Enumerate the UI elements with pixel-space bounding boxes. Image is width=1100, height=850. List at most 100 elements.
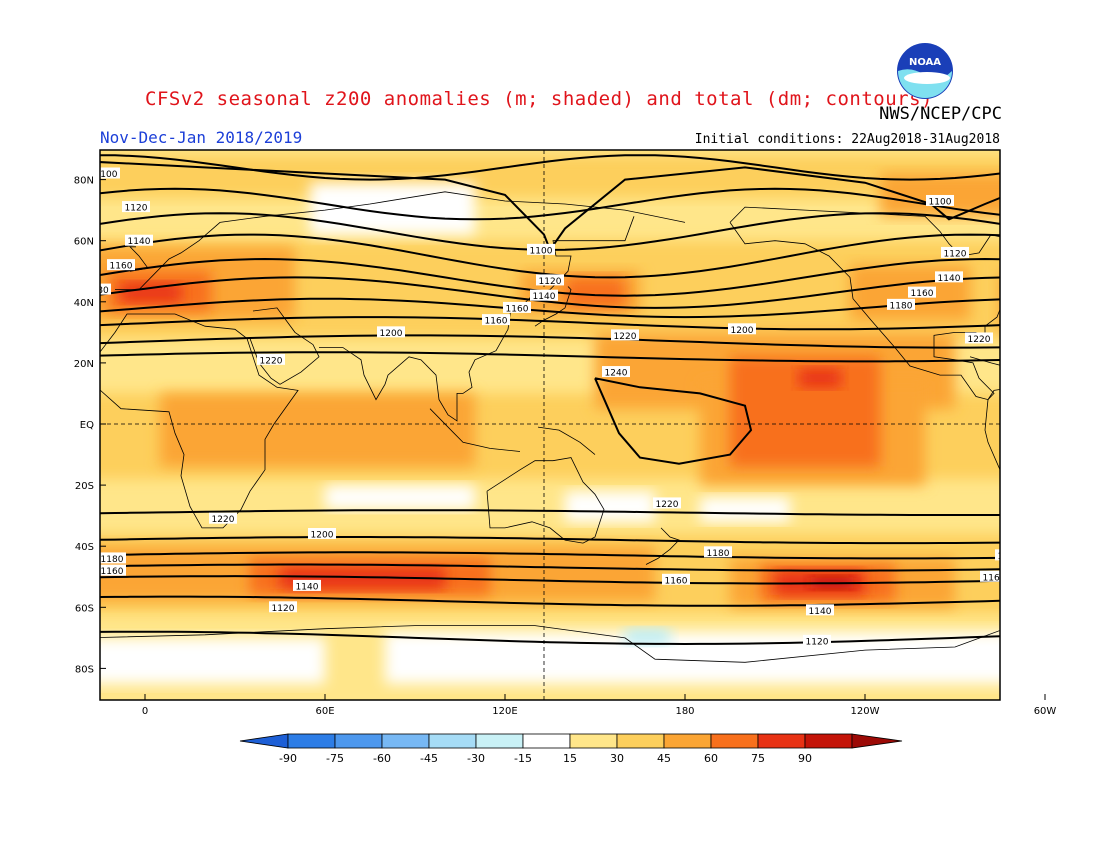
contour-label-bg <box>125 234 153 246</box>
lat-label: 60S <box>75 603 94 614</box>
lon-label: 120E <box>492 706 517 717</box>
contour-label: 1100 <box>929 197 952 207</box>
contour-label-bg <box>530 289 558 301</box>
height-contour <box>100 233 1000 279</box>
height-contour <box>100 630 1000 646</box>
contour-label: 1240 <box>605 369 628 379</box>
colorbar-label: 45 <box>657 752 671 765</box>
contour-label: 1160 <box>911 289 934 299</box>
lat-label: 80N <box>74 176 94 187</box>
contour-label: 1140 <box>809 607 832 617</box>
colorbar-segment <box>475 733 524 749</box>
colorbar-segment <box>804 733 853 749</box>
anomaly-region <box>880 173 1000 217</box>
colorbar-label: -75 <box>326 752 344 765</box>
lat-label: 20S <box>75 481 94 492</box>
colorbar-segment <box>381 733 430 749</box>
colorbar-label: 30 <box>610 752 624 765</box>
lat-label: 40S <box>75 542 94 553</box>
height-contours <box>100 154 1000 646</box>
forecast-period: Nov-Dec-Jan 2018/2019 <box>100 128 303 147</box>
contour-label: 1180 <box>101 555 124 565</box>
coastline <box>100 313 299 529</box>
colorbar-label: -45 <box>420 752 438 765</box>
contour-label: 1160 <box>506 304 529 314</box>
coastline <box>984 389 1000 578</box>
contour-label: 1140 <box>938 274 961 284</box>
height-contour <box>100 595 1000 607</box>
contour-label-bg <box>965 332 993 344</box>
contour-label-bg <box>536 274 564 286</box>
anomaly-region <box>1015 277 1060 320</box>
lon-label: 120W <box>851 706 880 717</box>
colorbar-label: -15 <box>514 752 532 765</box>
latitude-axis: 80N 60N 40N 20N EQ 20S 40S 60S 80S <box>74 176 106 675</box>
coastline <box>100 640 101 642</box>
contour-label-bg <box>995 549 1000 561</box>
contour-label-bg <box>527 243 555 255</box>
contour-label-bg <box>803 634 831 646</box>
anomaly-region <box>799 369 841 388</box>
contour-label: 1200 <box>1073 311 1096 321</box>
contour-label: 1160 <box>485 317 508 327</box>
map-title: CFSv2 seasonal z200 anomalies (m; shaded… <box>145 88 933 110</box>
coastline <box>645 527 680 565</box>
colorbar-segment <box>710 733 759 749</box>
colorbar-segment <box>663 733 712 749</box>
contour-label-bg <box>926 194 954 206</box>
contour-label: 1180 <box>707 549 730 559</box>
height-contour <box>100 351 1000 363</box>
contour-label: 1100 <box>95 170 118 180</box>
colorbar-segment <box>616 733 665 749</box>
height-contour <box>100 536 1000 545</box>
anomaly-region <box>565 491 655 522</box>
colorbar-segment <box>522 733 571 749</box>
anomaly-region <box>1015 235 1045 259</box>
contour-label-bg <box>107 259 135 271</box>
lon-label: 180 <box>675 706 694 717</box>
contour-label: 1200 <box>311 530 334 540</box>
lat-label: 60N <box>74 237 94 248</box>
coastline <box>0 170 85 240</box>
colorbar-segment <box>569 733 618 749</box>
height-contour <box>100 212 1000 251</box>
coastline <box>319 216 635 422</box>
contour-label-bg <box>728 323 756 335</box>
anomaly-region <box>565 277 625 308</box>
contour-label-bg <box>887 298 915 310</box>
anomaly-region <box>121 283 181 302</box>
contour-label-bg <box>1070 308 1098 319</box>
contour-label-bg <box>602 366 630 378</box>
contour-label-bg <box>1010 534 1038 545</box>
coastline <box>429 408 521 452</box>
height-contour <box>100 187 1000 221</box>
contour-label-bg <box>704 546 732 558</box>
contour-label-bg <box>100 167 120 179</box>
colorbar-segment <box>757 733 806 749</box>
height-contour <box>100 551 1000 560</box>
contour-label-bg <box>980 570 1000 582</box>
contour-label-bg <box>908 286 936 298</box>
contour-label: 1120 <box>125 204 148 214</box>
colorbar-label: 75 <box>751 752 765 765</box>
contour-label: 1120 <box>944 249 967 259</box>
colorbar-arrow-left <box>239 733 289 749</box>
colorbar-label: -90 <box>279 752 297 765</box>
contour-label: 1120 <box>806 637 829 647</box>
contour-label: 1140 <box>128 237 151 247</box>
colorbar-segment <box>287 733 336 749</box>
contour-label-bg <box>482 314 510 326</box>
coastline <box>537 426 596 455</box>
contour-label: 1120 <box>272 604 295 614</box>
contour-label-bg <box>611 329 639 341</box>
anomaly-region <box>325 485 475 510</box>
anomaly-region <box>1000 271 1060 332</box>
colorbar-label: 90 <box>798 752 812 765</box>
anomaly-region <box>100 637 325 684</box>
height-contour-trough <box>100 161 1000 252</box>
lat-label: 40N <box>74 298 94 309</box>
contour-label-bg <box>503 301 531 313</box>
lon-label: 60E <box>315 706 334 717</box>
height-contour <box>100 316 1000 331</box>
